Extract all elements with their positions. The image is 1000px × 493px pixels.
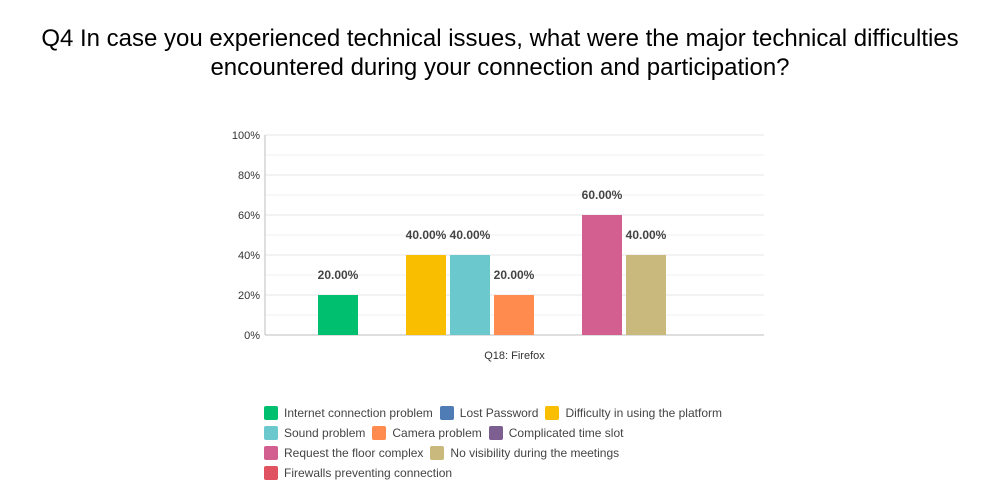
legend-item[interactable]: Sound problem — [264, 426, 365, 440]
chart-title: Q4 In case you experienced technical iss… — [0, 24, 1000, 82]
data-label: 40.00% — [626, 228, 667, 242]
bar-request-the-floor-complex — [582, 215, 622, 335]
legend-swatch — [439, 406, 454, 420]
legend-item[interactable]: Lost Password — [439, 406, 539, 420]
legend-swatch — [264, 466, 278, 480]
legend-label: Sound problem — [284, 426, 366, 440]
bar-sound-problem — [450, 255, 490, 335]
y-tick-label: 20% — [238, 290, 260, 302]
legend-item[interactable]: Request the floor complex — [264, 446, 423, 460]
data-label: 20.00% — [494, 268, 535, 282]
legend-item[interactable]: No visibility during the meetings — [430, 446, 619, 460]
y-tick-label: 60% — [238, 210, 260, 222]
legend-swatch — [545, 406, 560, 420]
x-category-label: Q18: Firefox — [484, 350, 545, 362]
legend-label: Lost Password — [459, 406, 539, 420]
legend-label: Camera problem — [392, 426, 482, 440]
y-tick-label: 40% — [238, 250, 260, 262]
legend-swatch — [264, 426, 278, 440]
data-label: 40.00% — [406, 228, 447, 242]
legend-item[interactable]: Complicated time slot — [488, 426, 624, 440]
legend-swatch — [430, 446, 445, 460]
legend-swatch — [264, 446, 278, 460]
data-label: 40.00% — [450, 228, 491, 242]
legend-label: No visibility during the meetings — [450, 446, 620, 460]
legend-row: Internet connection problem Lost Password… — [264, 403, 784, 423]
y-tick-label: 80% — [238, 170, 260, 182]
data-label: 20.00% — [318, 268, 359, 282]
legend-swatch — [488, 426, 503, 440]
legend-row: Request the floor complex No visibility d… — [264, 443, 784, 463]
data-label: 60.00% — [582, 188, 623, 202]
bar-chart: 0%20%40%60%80%100%20.00%40.00% 40.00%20.0… — [232, 130, 764, 362]
chart-title-line-2: encountered during your connection and p… — [210, 54, 790, 81]
legend-label: Firewalls preventing connection — [284, 466, 453, 480]
bar-difficulty-in-using-the-platform — [406, 255, 446, 335]
chart-title-line-1: Q4 In case you experienced technical iss… — [41, 25, 959, 52]
legend-item[interactable]: Camera problem — [372, 426, 482, 440]
chart-legend: Internet connection problem Lost Password… — [264, 403, 784, 483]
legend-row: Sound problem Camera problem Complicated t… — [264, 423, 784, 443]
legend-row: Firewalls preventing connection — [264, 463, 784, 483]
legend-label: Complicated time slot — [508, 426, 624, 440]
legend-label: Request the floor complex — [284, 446, 424, 460]
y-tick-label: 0% — [244, 330, 260, 342]
bar-no-visibility-during-the-meetings — [626, 255, 666, 335]
bar-internet-connection-problem — [318, 295, 358, 335]
legend-swatch — [372, 426, 387, 440]
legend-label: Difficulty in using the platform — [565, 406, 722, 420]
legend-label: Internet connection problem — [284, 406, 433, 420]
legend-item[interactable]: Internet connection problem — [264, 406, 433, 420]
legend-item[interactable]: Difficulty in using the platform — [545, 406, 722, 420]
y-tick-label: 100% — [232, 130, 260, 142]
bar-camera-problem — [494, 295, 534, 335]
legend-item[interactable]: Firewalls preventing connection — [264, 466, 452, 480]
legend-swatch — [264, 406, 278, 420]
